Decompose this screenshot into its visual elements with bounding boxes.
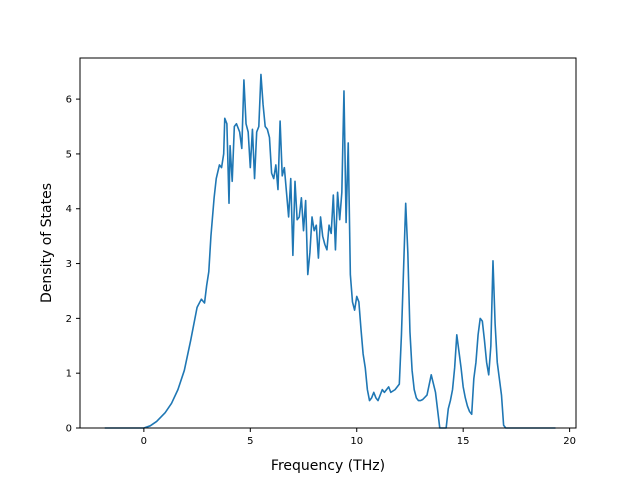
tick-layer: 0 5 10 15 20 0 1 2 3 4 5 6 <box>66 95 576 447</box>
x-tick-label: 15 <box>457 436 470 447</box>
x-tick-label: 10 <box>350 436 363 447</box>
y-tick-label: 2 <box>66 314 72 325</box>
x-axis-label: Frequency (THz) <box>271 458 385 474</box>
y-tick-label: 6 <box>66 95 72 106</box>
x-tick-label: 20 <box>563 436 576 447</box>
y-tick-label: 1 <box>66 369 72 380</box>
dos-series-line <box>104 73 556 429</box>
y-tick-label: 0 <box>66 424 72 435</box>
series-layer <box>104 73 556 429</box>
y-tick-label: 3 <box>66 259 72 270</box>
plot-frame <box>79 57 577 429</box>
y-tick-label: 5 <box>66 149 72 160</box>
x-tick-label: 0 <box>141 436 147 447</box>
y-axis-label: Density of States <box>39 183 55 303</box>
x-tick-label: 5 <box>247 436 253 447</box>
y-tick-label: 4 <box>66 204 72 215</box>
